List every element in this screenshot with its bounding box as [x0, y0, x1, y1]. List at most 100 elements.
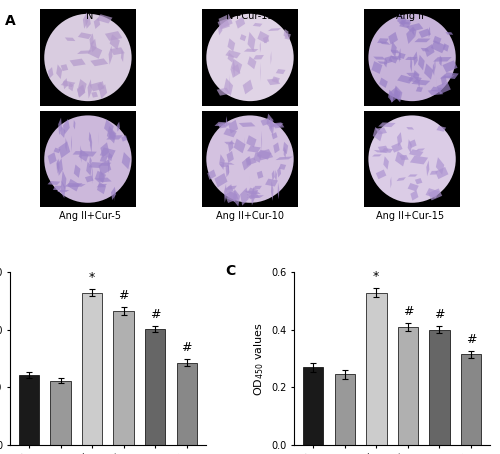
Circle shape [44, 114, 132, 203]
Polygon shape [121, 135, 128, 142]
Polygon shape [283, 142, 288, 154]
Polygon shape [372, 154, 382, 157]
Polygon shape [446, 32, 453, 35]
Polygon shape [406, 73, 419, 76]
Polygon shape [224, 78, 233, 96]
Polygon shape [391, 41, 397, 57]
Polygon shape [254, 152, 262, 163]
Polygon shape [110, 130, 115, 140]
Polygon shape [433, 36, 442, 44]
Polygon shape [224, 191, 238, 203]
Polygon shape [384, 56, 392, 64]
Bar [334, 375, 355, 445]
Polygon shape [378, 123, 396, 127]
Text: N: N [86, 11, 94, 21]
Polygon shape [238, 122, 256, 127]
Polygon shape [408, 139, 412, 153]
Polygon shape [442, 60, 458, 73]
Polygon shape [436, 82, 451, 94]
Polygon shape [378, 146, 388, 152]
Text: #: # [466, 333, 476, 345]
Polygon shape [226, 163, 230, 178]
Polygon shape [388, 89, 394, 102]
Polygon shape [406, 127, 414, 130]
Polygon shape [106, 135, 123, 139]
Polygon shape [48, 181, 60, 185]
Polygon shape [397, 75, 413, 84]
Polygon shape [83, 12, 88, 29]
Polygon shape [227, 191, 237, 202]
Polygon shape [228, 140, 234, 152]
Polygon shape [56, 159, 58, 170]
Polygon shape [60, 64, 68, 71]
Polygon shape [226, 50, 240, 59]
Circle shape [206, 13, 294, 102]
Polygon shape [56, 64, 62, 79]
Polygon shape [68, 179, 80, 192]
Polygon shape [284, 33, 291, 40]
Polygon shape [271, 181, 274, 201]
Text: #: # [402, 305, 413, 317]
Polygon shape [253, 55, 264, 59]
Polygon shape [231, 59, 242, 74]
Polygon shape [219, 164, 229, 167]
Polygon shape [90, 134, 92, 153]
Polygon shape [394, 85, 402, 102]
Circle shape [206, 114, 294, 203]
Text: A: A [5, 14, 16, 28]
Polygon shape [111, 187, 116, 200]
Polygon shape [110, 47, 125, 55]
Polygon shape [48, 67, 54, 79]
Polygon shape [266, 114, 274, 130]
Polygon shape [416, 148, 425, 151]
Polygon shape [390, 56, 402, 60]
Polygon shape [216, 88, 230, 96]
Polygon shape [54, 148, 60, 153]
Polygon shape [284, 29, 288, 38]
Polygon shape [70, 59, 86, 66]
Polygon shape [251, 187, 254, 206]
Polygon shape [78, 79, 86, 93]
Polygon shape [110, 35, 120, 49]
Polygon shape [428, 27, 430, 37]
Polygon shape [60, 181, 66, 198]
Text: #: # [434, 308, 444, 321]
Polygon shape [100, 156, 108, 162]
Polygon shape [68, 83, 74, 91]
Polygon shape [378, 61, 388, 64]
Polygon shape [384, 156, 389, 170]
Polygon shape [77, 84, 84, 97]
Text: Ang II+Cur-15: Ang II+Cur-15 [376, 211, 444, 221]
Polygon shape [60, 126, 66, 138]
Polygon shape [90, 82, 104, 91]
Polygon shape [74, 164, 80, 178]
Polygon shape [390, 177, 392, 188]
Polygon shape [92, 92, 98, 98]
Polygon shape [225, 184, 233, 195]
Polygon shape [273, 143, 280, 153]
Polygon shape [108, 132, 116, 138]
Polygon shape [234, 138, 245, 153]
Polygon shape [116, 122, 120, 132]
Polygon shape [389, 87, 399, 103]
Polygon shape [374, 150, 388, 153]
Polygon shape [253, 23, 262, 27]
Polygon shape [48, 152, 56, 164]
Polygon shape [246, 195, 264, 198]
Polygon shape [406, 27, 415, 44]
Polygon shape [214, 173, 228, 188]
Polygon shape [439, 55, 442, 66]
Polygon shape [379, 78, 388, 88]
Polygon shape [85, 175, 94, 183]
Polygon shape [408, 75, 422, 83]
Polygon shape [256, 150, 272, 160]
Polygon shape [253, 186, 262, 189]
Polygon shape [376, 169, 386, 179]
Polygon shape [58, 158, 63, 176]
Polygon shape [428, 89, 444, 95]
Polygon shape [240, 34, 246, 41]
Polygon shape [78, 32, 92, 39]
Polygon shape [90, 39, 96, 52]
Polygon shape [53, 186, 62, 190]
Polygon shape [68, 184, 86, 187]
